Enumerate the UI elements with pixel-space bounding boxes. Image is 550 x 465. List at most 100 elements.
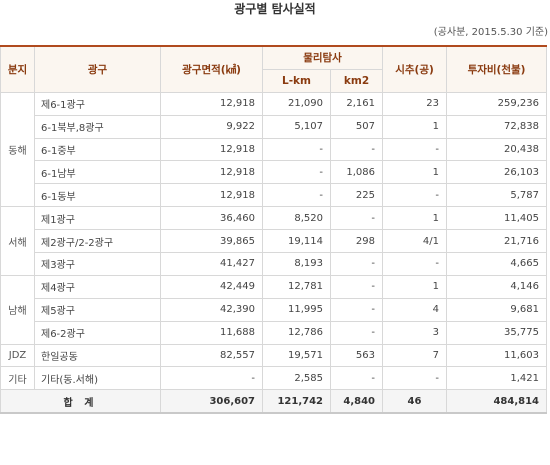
- bunji-cell: 서해: [0, 206, 35, 276]
- invest-cell: 72,838: [446, 114, 548, 139]
- header-drill: 시추(공): [382, 44, 448, 93]
- km2-cell: -: [329, 274, 384, 299]
- km2-cell: -: [329, 252, 384, 276]
- km2-cell: -: [329, 320, 384, 345]
- invest-cell: 5,787: [446, 183, 548, 208]
- table-row: 남해 제4광구 42,449 12,781 - 1 4,146: [0, 274, 548, 345]
- km2-cell: 1,086: [329, 160, 384, 185]
- km2-cell: -: [329, 297, 384, 322]
- table-row: 제3광구 41,427 8,193 - - 4,665: [1, 252, 548, 276]
- drill-cell: 7: [382, 343, 448, 368]
- area-cell: 42,449: [160, 274, 263, 299]
- area-cell: 12,918: [160, 183, 263, 208]
- gwanggu-cell: 제5광구: [34, 297, 161, 322]
- lkm-cell: -: [262, 137, 331, 162]
- invest-cell: 4,665: [446, 252, 548, 276]
- table-row: 기타 기타(동.서해) - 2,585 - - 1,421: [0, 366, 548, 391]
- table-row: 6-1북부,8광구 9,922 5,107 507 1 72,838: [1, 114, 548, 139]
- table-row: 6-1동부 12,918 - 225 - 5,787: [1, 183, 548, 208]
- gwanggu-cell: 제3광구: [34, 252, 161, 276]
- total-lkm: 121,742: [262, 389, 331, 415]
- bunji-cell: 남해: [0, 274, 35, 345]
- gwanggu-cell: 제4광구: [34, 274, 161, 299]
- km2-cell: -: [329, 206, 384, 231]
- area-cell: 12,918: [160, 160, 263, 185]
- lkm-cell: 11,995: [262, 297, 331, 322]
- km2-cell: 225: [329, 183, 384, 208]
- reference-note: (공사분, 2015.5.30 기준): [433, 27, 548, 38]
- area-cell: 11,688: [160, 320, 263, 345]
- total-drill: 46: [382, 389, 448, 415]
- header-area: 광구면적(㎢): [160, 44, 263, 93]
- gwanggu-cell: 6-1북부,8광구: [34, 114, 161, 139]
- bunji-cell: JDZ: [0, 343, 35, 368]
- invest-cell: 11,603: [446, 343, 548, 368]
- area-cell: 39,865: [160, 229, 263, 254]
- drill-cell: -: [382, 137, 448, 162]
- gwanggu-cell: 제6-1광구: [34, 91, 161, 116]
- drill-cell: -: [382, 252, 448, 276]
- bunji-cell: 동해: [0, 91, 35, 208]
- area-cell: 12,918: [160, 91, 263, 116]
- exploration-table: 분지 광구 광구면적(㎢) 물리탐사 시추(공) 투자비(천불) L-km km…: [0, 44, 548, 415]
- gwanggu-cell: 6-1중부: [34, 137, 161, 162]
- area-cell: 9,922: [160, 114, 263, 139]
- header-km2: km2: [329, 68, 384, 93]
- km2-cell: 507: [329, 114, 384, 139]
- invest-cell: 9,681: [446, 297, 548, 322]
- header-gwanggu: 광구: [34, 44, 161, 93]
- invest-cell: 259,236: [446, 91, 548, 116]
- drill-cell: -: [382, 183, 448, 208]
- invest-cell: 26,103: [446, 160, 548, 185]
- drill-cell: 4/1: [382, 229, 448, 254]
- invest-cell: 21,716: [446, 229, 548, 254]
- total-row: 합 계 306,607 121,742 4,840 46 484,814: [0, 389, 548, 415]
- header-lkm: L-km: [262, 68, 331, 93]
- area-cell: -: [160, 366, 263, 391]
- gwanggu-cell: 기타(동.서해): [34, 366, 161, 391]
- lkm-cell: 21,090: [262, 91, 331, 116]
- total-invest: 484,814: [446, 389, 548, 415]
- km2-cell: 298: [329, 229, 384, 254]
- total-label: 합 계: [0, 389, 161, 415]
- lkm-cell: 2,585: [262, 366, 331, 391]
- drill-cell: -: [382, 366, 448, 391]
- lkm-cell: 12,786: [262, 320, 331, 345]
- table-row: JDZ 한일공동 82,557 19,571 563 7 11,603: [0, 343, 548, 368]
- area-cell: 41,427: [160, 252, 263, 276]
- area-cell: 12,918: [160, 137, 263, 162]
- lkm-cell: 19,114: [262, 229, 331, 254]
- gwanggu-cell: 제6-2광구: [34, 320, 161, 345]
- header-invest: 투자비(천불): [446, 44, 548, 93]
- drill-cell: 3: [382, 320, 448, 345]
- lkm-cell: -: [262, 183, 331, 208]
- drill-cell: 4: [382, 297, 448, 322]
- gwanggu-cell: 6-1남부: [34, 160, 161, 185]
- lkm-cell: 8,520: [262, 206, 331, 231]
- header-physical: 물리탐사: [261, 44, 384, 70]
- table-row: 6-1남부 12,918 - 1,086 1 26,103: [1, 160, 548, 185]
- invest-cell: 1,421: [446, 366, 548, 391]
- table-row: 제2광구/2-2광구 39,865 19,114 298 4/1 21,716: [1, 229, 548, 254]
- table-row: 동해 제6-1광구 12,918 21,090 2,161 23 259,236: [0, 91, 548, 208]
- invest-cell: 4,146: [446, 274, 548, 299]
- lkm-cell: 5,107: [262, 114, 331, 139]
- table-row: 제5광구 42,390 11,995 - 4 9,681: [1, 297, 548, 322]
- km2-cell: -: [329, 366, 384, 391]
- gwanggu-cell: 제2광구/2-2광구: [34, 229, 161, 254]
- gwanggu-cell: 제1광구: [34, 206, 161, 231]
- drill-cell: 1: [382, 274, 448, 299]
- page-title: 광구별 탐사실적: [234, 2, 316, 16]
- invest-cell: 35,775: [446, 320, 548, 345]
- area-cell: 36,460: [160, 206, 263, 231]
- table-row: 서해 제1광구 36,460 8,520 - 1 11,405: [0, 206, 548, 276]
- total-area: 306,607: [160, 389, 263, 415]
- total-km2: 4,840: [329, 389, 384, 415]
- area-cell: 42,390: [160, 297, 263, 322]
- header-bunji: 분지: [0, 44, 35, 93]
- lkm-cell: 8,193: [262, 252, 331, 276]
- bunji-cell: 기타: [0, 366, 35, 391]
- km2-cell: -: [329, 137, 384, 162]
- drill-cell: 1: [382, 206, 448, 231]
- lkm-cell: 12,781: [262, 274, 331, 299]
